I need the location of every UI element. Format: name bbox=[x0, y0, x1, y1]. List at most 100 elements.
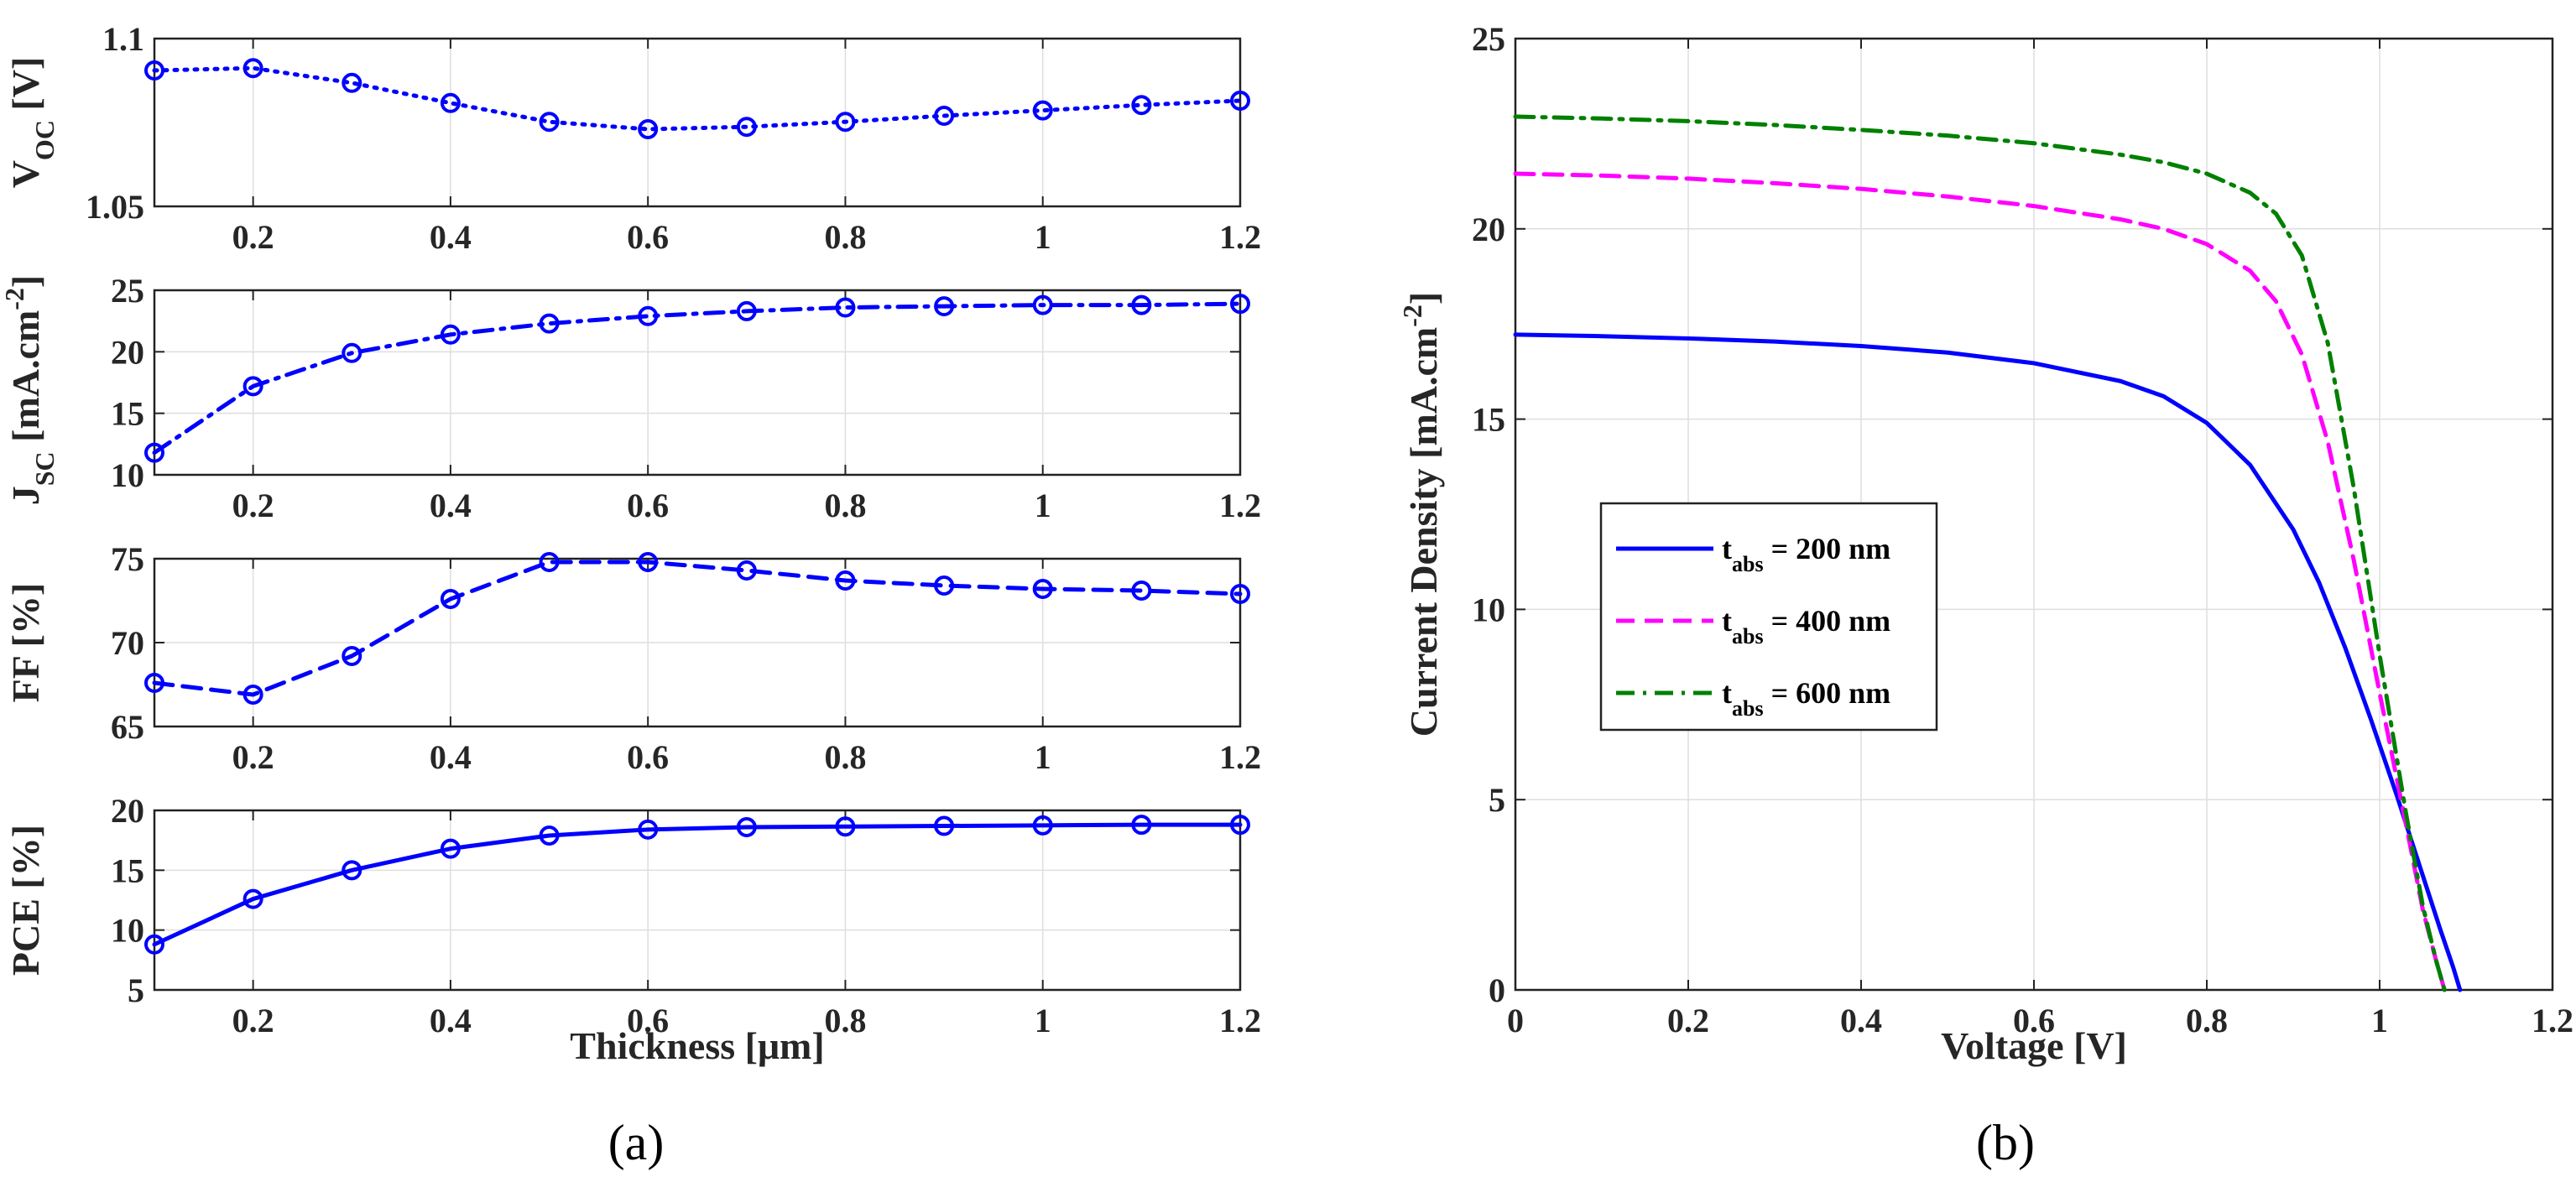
voc-point bbox=[1032, 100, 1053, 121]
voc-xtick-label: 0.4 bbox=[430, 218, 472, 256]
pce-point bbox=[342, 860, 362, 881]
jv-legend-label: tabs = 600 nm bbox=[1722, 676, 1890, 721]
jv-legend-label-rest: = 400 nm bbox=[1764, 604, 1891, 638]
pce-ytick-label: 10 bbox=[111, 912, 144, 950]
ff-line bbox=[152, 560, 1243, 697]
jsc-axes: 0.2 0.4 0.6 0.8 1 1.2 10 15 20 25 bbox=[111, 272, 1261, 524]
jv-xlabel: Voltage [V] bbox=[1941, 1024, 2127, 1067]
jsc-point bbox=[144, 442, 164, 463]
jv-0-series bbox=[1513, 332, 2463, 992]
jsc-point bbox=[440, 324, 461, 345]
jsc-ytick-label: 15 bbox=[111, 395, 144, 433]
ff-ylabel-part: FF [%] bbox=[4, 583, 47, 703]
ff-xtick-label: 0.4 bbox=[430, 738, 472, 776]
voc-ylabel: VOC [V] bbox=[4, 57, 60, 189]
voc-xtick-label: 1 bbox=[1035, 218, 1051, 256]
jv-ylabel-part: Current Density [mA.cm bbox=[1402, 327, 1445, 737]
ff-xtick-label: 0.6 bbox=[627, 738, 669, 776]
jv-legend-label-rest: = 600 nm bbox=[1764, 676, 1891, 710]
jv-xtick-label: 0.6 bbox=[2013, 1002, 2055, 1039]
ff-point bbox=[342, 646, 362, 666]
jsc-ylabel-part: J bbox=[4, 486, 47, 505]
jv-xtick-label: 0.8 bbox=[2186, 1002, 2228, 1039]
jv-axes: 0 0.2 0.4 0.6 0.8 1 1.2 0 5 10 15 20 25 bbox=[1472, 20, 2573, 1039]
pce-point bbox=[1032, 815, 1053, 836]
voc-ylabel-part: V bbox=[4, 160, 47, 188]
ff-point bbox=[242, 685, 263, 705]
ff-series bbox=[144, 552, 1250, 705]
jsc-point bbox=[736, 300, 757, 321]
pce-axes: 0.2 0.4 0.6 0.8 1 1.2 5 10 15 20 bbox=[111, 792, 1261, 1039]
jv-legend-label-main: t bbox=[1722, 532, 1732, 565]
jv-2-series bbox=[1513, 114, 2447, 992]
voc-point bbox=[736, 117, 757, 138]
jsc-ylabel-part: [mA.cm bbox=[4, 310, 47, 452]
jv-1-series bbox=[1513, 171, 2447, 992]
jv-legend-label: tabs = 200 nm bbox=[1722, 532, 1890, 576]
voc-point bbox=[144, 60, 164, 81]
pce-ytick-label: 15 bbox=[111, 851, 144, 889]
voc-ytick-label: 1.1 bbox=[102, 20, 144, 58]
ff-axes: 0.2 0.4 0.6 0.8 1 1.2 65 70 75 bbox=[111, 540, 1261, 776]
voc-point bbox=[242, 58, 263, 79]
jsc-point bbox=[835, 297, 856, 318]
ff-ytick-label: 75 bbox=[111, 540, 144, 578]
pce-ylabel: PCE [%] bbox=[4, 825, 47, 976]
voc-point bbox=[1230, 91, 1250, 111]
pce-point bbox=[539, 825, 560, 846]
pce-xtick-label: 1 bbox=[1035, 1002, 1051, 1039]
voc-point bbox=[638, 119, 659, 139]
jv-2-line bbox=[1513, 114, 2447, 992]
ff-point bbox=[144, 673, 164, 693]
pce-ytick-label: 20 bbox=[111, 792, 144, 830]
voc-xtick-label: 0.6 bbox=[627, 218, 669, 256]
ff-point bbox=[638, 552, 659, 572]
voc-line bbox=[152, 65, 1243, 132]
voc-point bbox=[342, 72, 362, 93]
pce-point bbox=[242, 888, 263, 909]
voc-xtick-label: 0.2 bbox=[232, 218, 274, 256]
jsc-xtick-label: 0.2 bbox=[232, 487, 274, 524]
jsc-xtick-label: 0.6 bbox=[627, 487, 669, 524]
jsc-point bbox=[342, 342, 362, 363]
voc-ylabel-part: OC bbox=[29, 120, 60, 160]
jsc-ylabel-part: ] bbox=[4, 275, 47, 288]
jsc-series bbox=[144, 294, 1250, 463]
jsc-xtick-label: 0.4 bbox=[430, 487, 472, 524]
caption-b: (b) bbox=[1976, 1115, 2035, 1170]
voc-point bbox=[835, 112, 856, 133]
pce-xtick-label: 0.8 bbox=[824, 1002, 866, 1039]
pce-point bbox=[1230, 815, 1250, 836]
pce-point bbox=[440, 838, 461, 859]
jv-legend-label-main: t bbox=[1722, 604, 1732, 638]
jv-xtick-label: 1.2 bbox=[2532, 1002, 2573, 1039]
pce-point bbox=[638, 819, 659, 840]
jv-xtick-label: 0.2 bbox=[1667, 1002, 1709, 1039]
ff-point bbox=[440, 589, 461, 609]
jv-xtick-label: 0.4 bbox=[1840, 1002, 1882, 1039]
pce-point bbox=[934, 815, 955, 836]
jsc-xtick-label: 0.8 bbox=[824, 487, 866, 524]
jv-legend-label-rest: = 200 nm bbox=[1764, 532, 1891, 565]
jsc-xtick-label: 1.2 bbox=[1219, 487, 1261, 524]
jv-ytick-label: 15 bbox=[1472, 401, 1505, 439]
jsc-point bbox=[242, 376, 263, 397]
jv-ytick-label: 0 bbox=[1489, 971, 1505, 1009]
ff-point bbox=[539, 552, 560, 572]
ff-xtick-label: 0.8 bbox=[824, 738, 866, 776]
jsc-ytick-label: 10 bbox=[111, 456, 144, 494]
jv-legend-label-sub: abs bbox=[1732, 624, 1764, 648]
pce-xtick-label: 0.2 bbox=[232, 1002, 274, 1039]
jsc-xtick-label: 1 bbox=[1035, 487, 1051, 524]
jv-ylabel-part: ] bbox=[1402, 292, 1445, 305]
jsc-line bbox=[152, 301, 1243, 456]
ff-point bbox=[1230, 584, 1250, 604]
jv-legend-label: tabs = 400 nm bbox=[1722, 604, 1890, 648]
jsc-point bbox=[638, 305, 659, 326]
jv-ytick-label: 10 bbox=[1472, 591, 1505, 628]
ff-point bbox=[736, 560, 757, 581]
jv-legend-label-main: t bbox=[1722, 676, 1732, 710]
pce-line bbox=[152, 822, 1243, 947]
jsc-ylabel: JSC [mA.cm-2] bbox=[0, 275, 60, 505]
voc-axes: 0.2 0.4 0.6 0.8 1 1.2 1.05 1.1 bbox=[86, 20, 1261, 256]
